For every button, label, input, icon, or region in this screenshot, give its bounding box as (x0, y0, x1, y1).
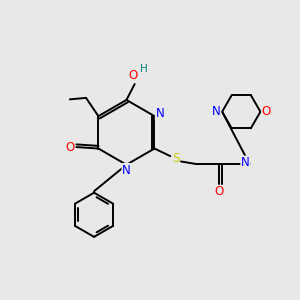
Text: O: O (262, 105, 271, 118)
Text: H: H (140, 64, 147, 74)
Text: O: O (65, 141, 74, 154)
Text: N: N (212, 105, 220, 118)
Text: S: S (172, 152, 179, 165)
Text: N: N (122, 164, 131, 176)
Text: N: N (155, 107, 164, 120)
Text: O: O (214, 185, 224, 198)
Text: O: O (129, 69, 138, 82)
Text: N: N (241, 156, 250, 169)
